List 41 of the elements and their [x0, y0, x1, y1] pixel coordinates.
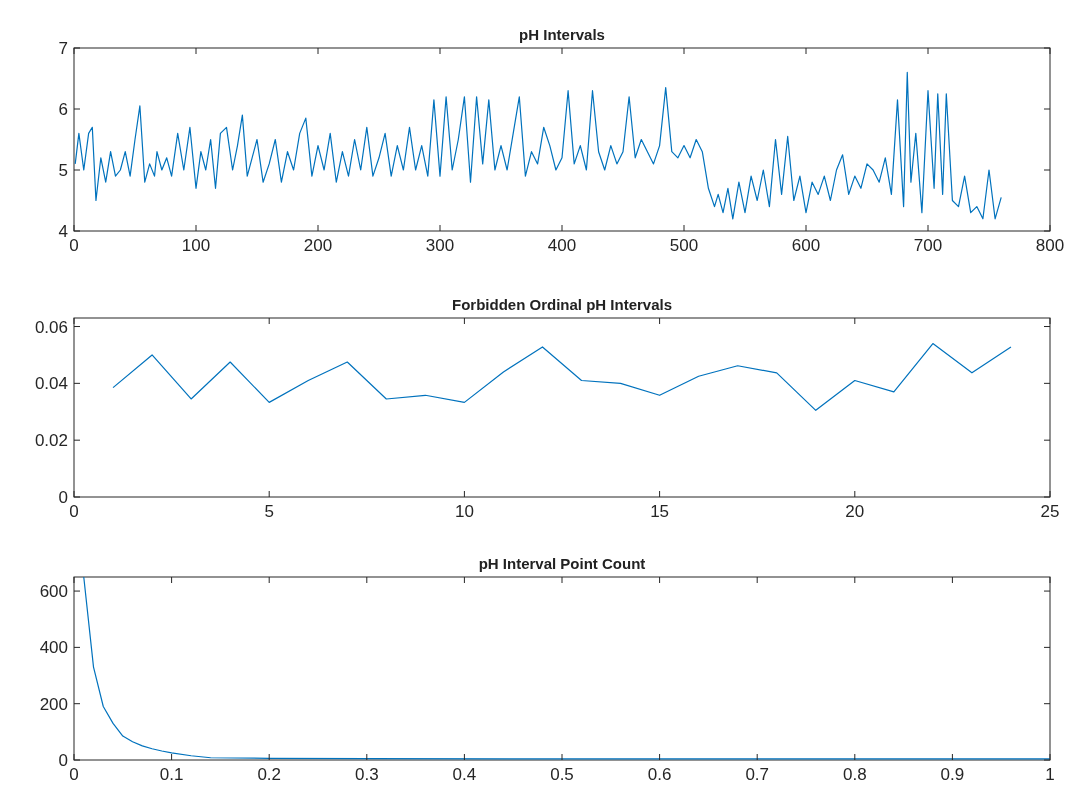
x-tick-label: 800	[1035, 236, 1065, 255]
x-tick-label: 500	[669, 236, 699, 255]
x-tick-label: 100	[181, 236, 211, 255]
y-tick-label: 7	[58, 39, 68, 58]
line-series	[74, 71, 1002, 220]
y-tick-label: 0.06	[34, 317, 68, 337]
y-tick-label: 5	[58, 161, 68, 180]
x-tick-label: 200	[303, 236, 333, 255]
x-tick-label: 0.4	[452, 765, 477, 784]
y-tick-label: 400	[39, 638, 68, 658]
chart-title: pH Interval Point Count	[478, 555, 646, 572]
x-tick-label: 400	[547, 236, 577, 255]
x-tick-label: 0.5	[550, 765, 574, 784]
x-tick-label: 600	[791, 236, 821, 255]
y-tick-label: 0	[58, 751, 68, 770]
line-series	[112, 342, 1012, 411]
x-tick-label: 1	[1045, 765, 1055, 784]
x-tick-label: 0.3	[354, 765, 379, 784]
x-tick-label: 0.2	[257, 765, 282, 784]
x-tick-label: 0.6	[647, 765, 672, 784]
x-tick-label: 0.8	[842, 765, 867, 784]
y-tick-label: 0.04	[34, 374, 68, 394]
y-tick-label: 0.02	[34, 431, 68, 451]
x-tick-label: 300	[425, 236, 455, 255]
x-tick-label: 20	[845, 502, 865, 521]
y-tick-label: 4	[58, 222, 68, 241]
y-tick-label: 600	[39, 582, 68, 602]
x-tick-label: 25	[1040, 502, 1060, 521]
y-tick-label: 0	[58, 488, 68, 507]
x-tick-label: 700	[913, 236, 943, 255]
chart-title: Forbidden Ordinal pH Intervals	[451, 296, 673, 313]
x-tick-label: 10	[454, 502, 474, 521]
x-tick-label: 0.9	[940, 765, 965, 784]
x-tick-label: 15	[650, 502, 670, 521]
x-tick-label: 5	[264, 502, 274, 521]
x-tick-label: 0.1	[159, 765, 184, 784]
line-series	[83, 576, 1051, 760]
y-tick-label: 6	[58, 100, 68, 119]
x-tick-label: 0.7	[745, 765, 770, 784]
y-tick-label: 200	[39, 694, 68, 714]
chart-title: pH Intervals	[519, 26, 605, 43]
